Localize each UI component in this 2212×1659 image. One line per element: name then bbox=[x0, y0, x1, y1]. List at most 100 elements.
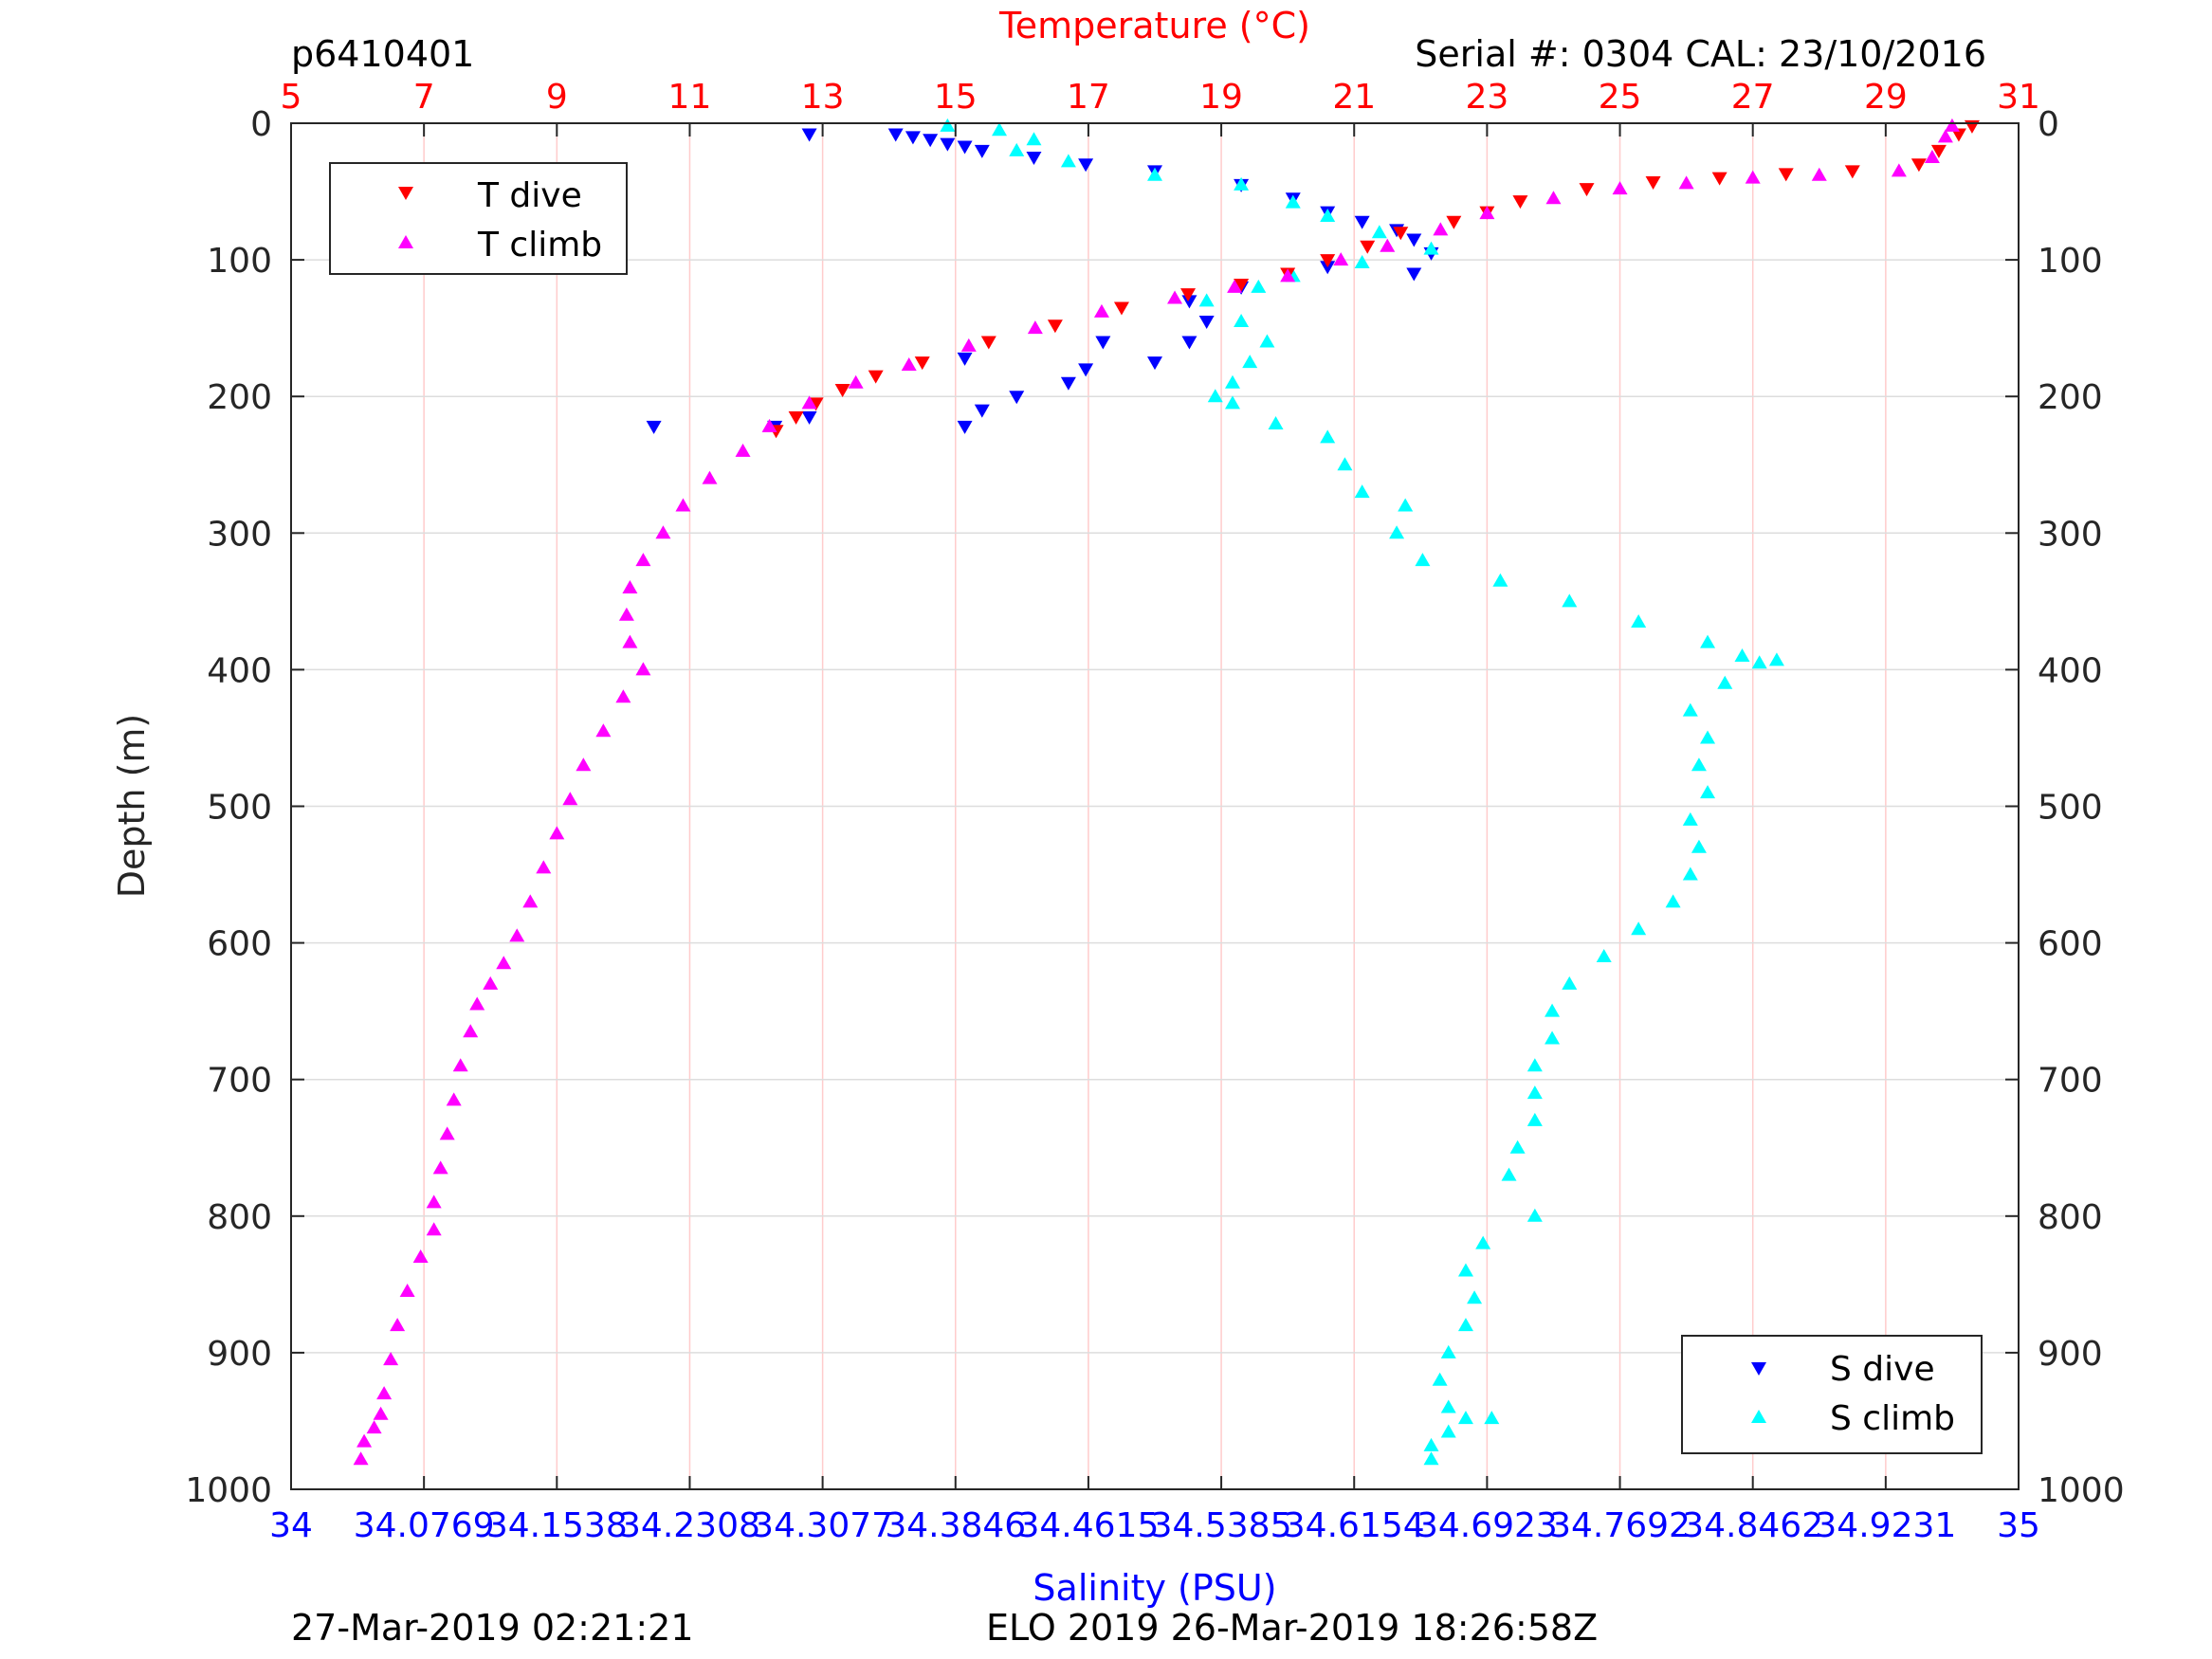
t-dive-point bbox=[1910, 158, 1927, 173]
s-climb-point bbox=[1501, 1167, 1517, 1181]
salinity-tick-label: 34.9231 bbox=[1815, 1506, 1956, 1545]
t-climb-point bbox=[522, 894, 539, 908]
s-climb-point bbox=[940, 118, 956, 132]
s-climb-point bbox=[1768, 652, 1784, 666]
s-dive-point bbox=[1095, 336, 1111, 350]
s-climb-point bbox=[1440, 1344, 1456, 1358]
t-climb-point bbox=[735, 443, 751, 457]
salinity-tick-label: 35 bbox=[1997, 1506, 2040, 1545]
t-climb-point bbox=[1093, 303, 1109, 318]
serial-cal-label: Serial #: 0304 CAL: 23/10/2016 bbox=[1415, 33, 1986, 75]
s-dive-point bbox=[974, 404, 990, 418]
s-climb-point bbox=[1224, 395, 1240, 410]
t-climb-point bbox=[452, 1058, 468, 1072]
t-climb-point bbox=[549, 826, 565, 840]
t-climb-point bbox=[615, 689, 631, 703]
s-climb-point bbox=[1526, 1085, 1543, 1100]
s-climb-point bbox=[1665, 894, 1681, 908]
depth-tick-label-left: 0 bbox=[250, 105, 272, 144]
depth-tick-label-left: 800 bbox=[207, 1198, 272, 1237]
s-dive-point bbox=[1078, 363, 1094, 377]
s-climb-point bbox=[1682, 866, 1698, 881]
depth-tick-label-right: 600 bbox=[2038, 925, 2103, 964]
t-climb-point bbox=[595, 723, 612, 738]
t-climb-point bbox=[1280, 268, 1296, 283]
t-climb-point bbox=[426, 1222, 442, 1236]
depth-tick-label-right: 700 bbox=[2038, 1062, 2103, 1101]
s-dive-point bbox=[1078, 158, 1094, 173]
s-climb-point bbox=[1285, 194, 1301, 209]
t-climb-point bbox=[675, 498, 691, 512]
temperature-tick-label: 27 bbox=[1731, 78, 1775, 117]
salinity-tick-label: 34.6154 bbox=[1284, 1506, 1425, 1545]
s-dive-point bbox=[1147, 356, 1162, 371]
depth-axis-label: Depth (m) bbox=[111, 714, 153, 899]
t-climb-point bbox=[1944, 118, 1960, 132]
s-climb-point bbox=[1545, 1003, 1561, 1017]
depth-tick-label-left: 500 bbox=[207, 789, 272, 828]
s-dive-point bbox=[974, 144, 990, 158]
s-climb-point bbox=[1475, 1235, 1491, 1249]
t-climb-point bbox=[801, 395, 817, 410]
grid-lines bbox=[291, 123, 2019, 1489]
t-dive-point bbox=[1047, 319, 1063, 334]
t-dive-point bbox=[914, 356, 930, 371]
s-climb-point bbox=[1631, 613, 1647, 628]
s-dive-point bbox=[1320, 261, 1336, 275]
t-climb-point bbox=[1380, 238, 1396, 252]
t-climb-point bbox=[509, 928, 525, 942]
temperature-axis-label: Temperature (°C) bbox=[998, 5, 1310, 46]
t-climb-point bbox=[439, 1126, 455, 1140]
salinity-tick-label: 34.2308 bbox=[619, 1506, 760, 1545]
t-climb-point bbox=[901, 357, 917, 372]
s-climb-point bbox=[1198, 293, 1215, 307]
t-climb-point bbox=[848, 374, 864, 389]
t-dive-point bbox=[1711, 172, 1728, 186]
temperature-legend: T dive T climb bbox=[329, 162, 628, 275]
s-climb-point bbox=[992, 122, 1008, 137]
s-climb-point bbox=[1682, 702, 1698, 717]
t-dive-point bbox=[1393, 227, 1409, 241]
t-climb-point bbox=[1745, 170, 1761, 184]
t-climb-legend-label: T climb bbox=[477, 226, 602, 264]
t-climb-point bbox=[1333, 252, 1349, 266]
s-climb-legend-marker bbox=[1751, 1410, 1766, 1423]
s-climb-point bbox=[1717, 675, 1733, 689]
depth-tick-label-left: 400 bbox=[207, 651, 272, 690]
s-climb-point bbox=[1423, 1451, 1439, 1466]
s-climb-point bbox=[1545, 1030, 1561, 1045]
s-climb-point bbox=[1467, 1290, 1483, 1304]
s-dive-point bbox=[957, 140, 973, 155]
s-climb-point bbox=[1526, 1112, 1543, 1126]
t-climb-point bbox=[761, 418, 777, 432]
t-dive-point bbox=[1360, 240, 1376, 254]
s-climb-point bbox=[1242, 355, 1258, 369]
t-climb-point bbox=[366, 1420, 382, 1434]
temperature-tick-label: 15 bbox=[934, 78, 978, 117]
t-climb-point bbox=[469, 996, 485, 1011]
t-dive-point bbox=[1645, 175, 1661, 190]
salinity-axis-label: Salinity (PSU) bbox=[1033, 1567, 1276, 1609]
t-climb-point bbox=[1678, 175, 1694, 190]
depth-tick-label-left: 200 bbox=[207, 378, 272, 417]
t-dive-point bbox=[980, 336, 996, 350]
temperature-tick-label: 29 bbox=[1864, 78, 1908, 117]
s-climb-point bbox=[1060, 154, 1076, 168]
s-climb-point bbox=[1631, 921, 1647, 936]
s-climb-point bbox=[1457, 1263, 1473, 1277]
s-climb-point bbox=[1259, 334, 1275, 348]
depth-tick-label-right: 1000 bbox=[2038, 1471, 2125, 1510]
s-climb-point bbox=[1734, 647, 1750, 662]
t-climb-point bbox=[635, 553, 651, 567]
s-climb-legend-label: S climb bbox=[1830, 1399, 1955, 1438]
t-dive-point bbox=[1180, 288, 1197, 302]
t-dive-point bbox=[1950, 128, 1966, 142]
t-dive-legend-marker bbox=[398, 187, 413, 200]
t-climb-point bbox=[1937, 129, 1953, 143]
s-dive-point bbox=[957, 352, 973, 366]
t-climb-point bbox=[356, 1433, 373, 1448]
s-climb-point bbox=[1389, 525, 1405, 539]
s-dive-point bbox=[1181, 336, 1197, 350]
temperature-tick-label: 9 bbox=[546, 78, 568, 117]
s-climb-point bbox=[1682, 811, 1698, 826]
